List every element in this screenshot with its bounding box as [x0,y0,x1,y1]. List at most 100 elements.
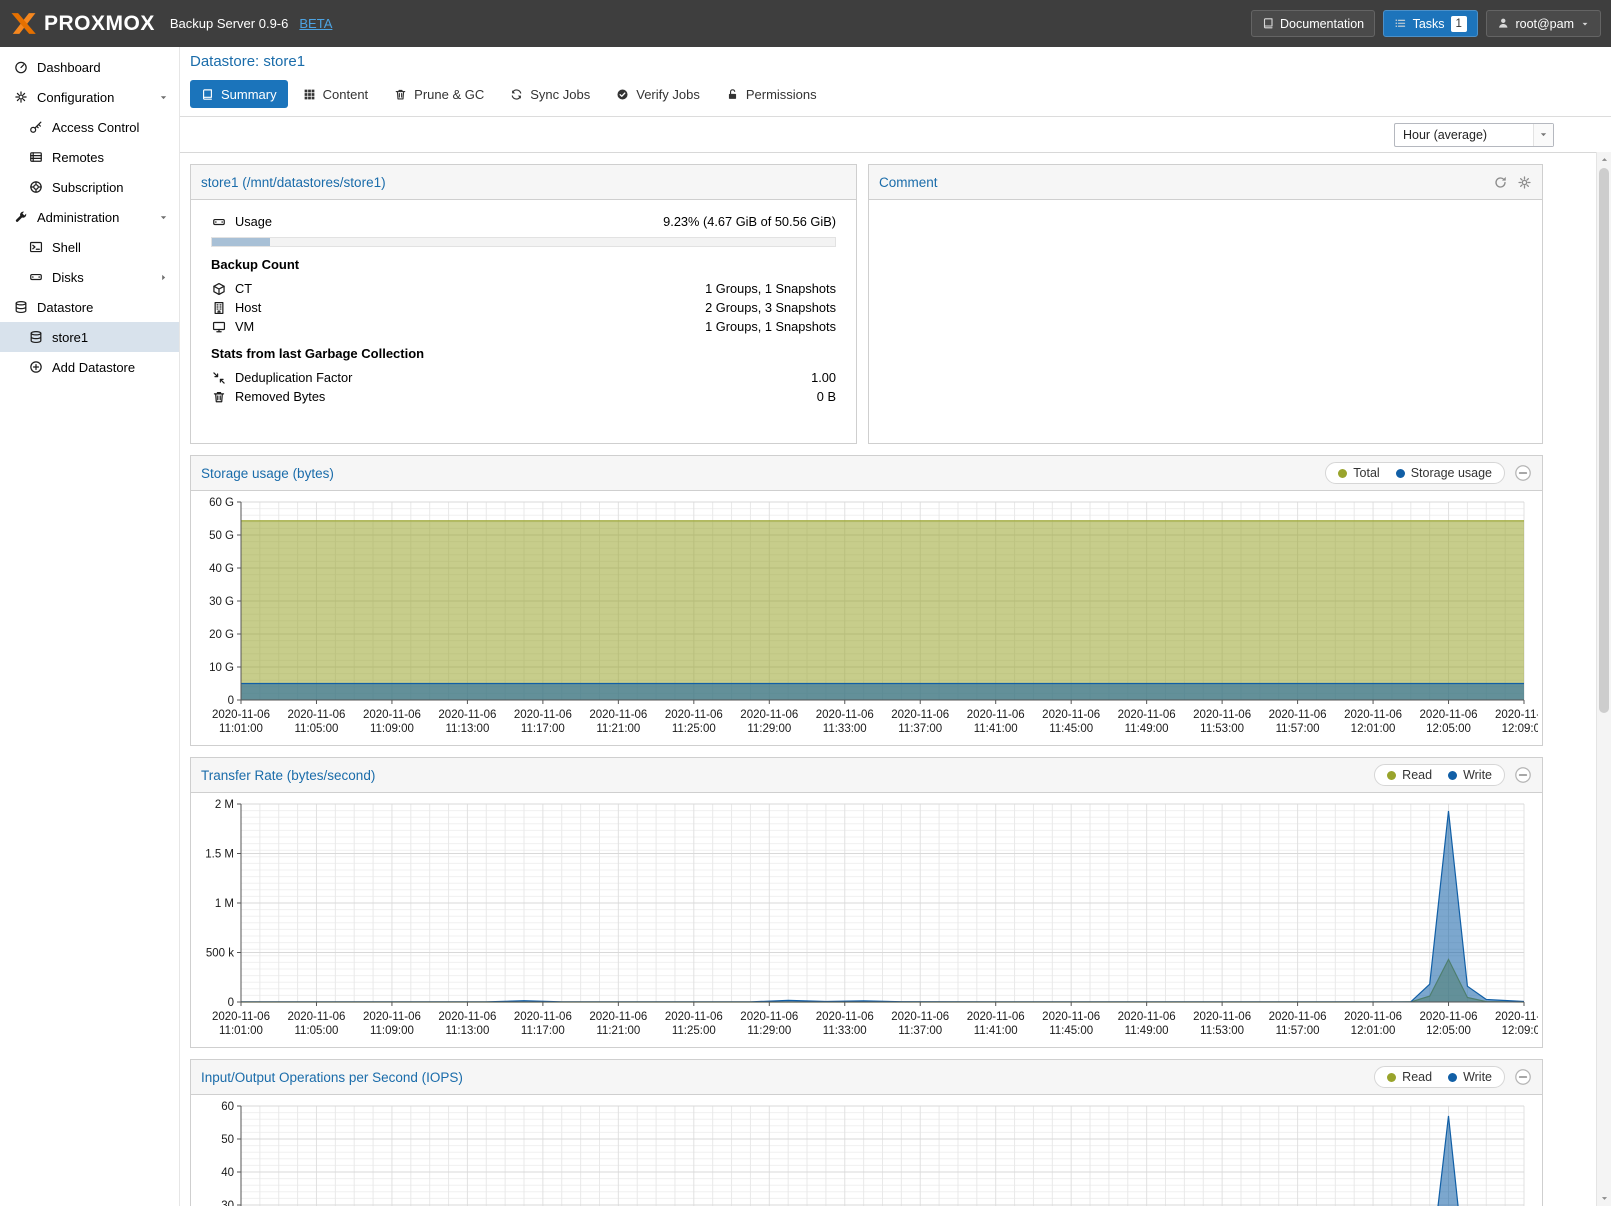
building-icon [211,301,227,315]
legend-label: Read [1402,768,1433,782]
chart-legend: Total Storage usage [1325,462,1505,484]
legend-label: Storage usage [1410,466,1492,480]
sidebar-item-administration[interactable]: Administration [0,202,179,232]
check-circle-icon [616,88,629,101]
legend-item-read[interactable]: Read [1387,1070,1432,1084]
svg-text:2020-11-06: 2020-11-06 [1118,1011,1176,1023]
iops-panel: Input/Output Operations per Second (IOPS… [190,1059,1543,1206]
tab-verify-jobs[interactable]: Verify Jobs [605,80,711,108]
legend-item-total[interactable]: Total [1338,466,1380,480]
usage-progress-bar [211,237,836,247]
svg-text:11:33:00: 11:33:00 [823,1025,867,1037]
sidebar-item-access-control[interactable]: Access Control [0,112,179,142]
svg-text:11:01:00: 11:01:00 [219,1025,263,1037]
svg-text:1.5 M: 1.5 M [205,849,234,861]
svg-text:2020-11-06: 2020-11-06 [589,1011,647,1023]
removed-bytes-row: Removed Bytes 0 B [211,387,836,406]
sidebar-item-dashboard[interactable]: Dashboard [0,52,179,82]
svg-text:11:13:00: 11:13:00 [445,723,489,735]
sidebar-item-configuration[interactable]: Configuration [0,82,179,112]
svg-text:10 G: 10 G [209,662,234,674]
tab-sync-jobs[interactable]: Sync Jobs [499,80,601,108]
tab-summary[interactable]: Summary [190,80,288,108]
documentation-button[interactable]: Documentation [1250,10,1376,37]
vertical-scrollbar[interactable] [1596,152,1611,1206]
svg-text:11:25:00: 11:25:00 [672,1025,716,1037]
svg-text:11:41:00: 11:41:00 [974,1025,1018,1037]
tab-permissions[interactable]: Permissions [715,80,828,108]
storage-usage-chart: 0 10 G 20 G 30 G 40 G 50 G 60 G 2020-11-06 11:01… [191,491,1542,745]
list-icon [27,150,44,164]
sidebar-item-shell[interactable]: Shell [0,232,179,262]
svg-text:11:21:00: 11:21:00 [596,723,640,735]
time-range-select[interactable]: Hour (average) [1394,122,1554,147]
scrollbar-thumb[interactable] [1599,168,1609,713]
svg-text:11:25:00: 11:25:00 [672,723,716,735]
legend-item-read[interactable]: Read [1387,768,1432,782]
svg-text:2020-11-06: 2020-11-06 [287,1011,345,1023]
svg-text:500 k: 500 k [206,948,234,960]
scroll-down-icon[interactable] [1597,1191,1611,1206]
panel-header: Storage usage (bytes) Total Storage usag… [191,456,1542,491]
gc-stats-heading: Stats from last Garbage Collection [211,346,425,361]
legend-item-storage-usage[interactable]: Storage usage [1395,466,1492,480]
sidebar-item-label: Shell [52,239,81,255]
svg-text:2020-11-06: 2020-11-06 [816,709,874,721]
tab-label: Sync Jobs [530,86,591,102]
cube-icon [211,282,227,296]
panel-header: Comment [869,165,1542,200]
usage-value: 9.23% (4.67 GiB of 50.56 GiB) [663,214,836,229]
svg-text:2020-11-06: 2020-11-06 [438,709,496,721]
sidebar-item-add-datastore[interactable]: Add Datastore [0,352,179,382]
tasks-button[interactable]: Tasks 1 [1383,10,1478,37]
legend-item-write[interactable]: Write [1448,1070,1492,1084]
panel-header: Transfer Rate (bytes/second) Read Write [191,758,1542,793]
legend-item-write[interactable]: Write [1448,768,1492,782]
svg-text:11:57:00: 11:57:00 [1276,723,1320,735]
svg-text:2020-11-06: 2020-11-06 [212,709,270,721]
tasks-count-badge: 1 [1450,15,1467,32]
tab-content[interactable]: Content [292,80,380,108]
row-value: 1.00 [811,370,836,385]
row-value: 1 Groups, 1 Snapshots [705,319,836,334]
sidebar-item-subscription[interactable]: Subscription [0,172,179,202]
monitor-icon [211,320,227,334]
svg-text:2020-11-06: 2020-11-06 [514,709,572,721]
gear-icon[interactable] [1517,175,1532,190]
svg-text:11:17:00: 11:17:00 [521,1025,565,1037]
row-label: Removed Bytes [235,389,326,404]
svg-text:2020-11-06: 2020-11-06 [1269,1011,1327,1023]
collapse-icon[interactable] [1514,766,1532,784]
user-menu-button[interactable]: root@pam [1485,10,1601,37]
scroll-up-icon[interactable] [1597,152,1611,167]
sidebar-item-disks[interactable]: Disks [0,262,179,292]
datastore-summary-panel: store1 (/mnt/datastores/store1) Usage 9.… [190,164,857,444]
row-label: CT [235,281,253,296]
vm-row: VM 1 Groups, 1 Snapshots [211,317,836,336]
beta-link[interactable]: BETA [299,16,333,31]
svg-text:2020-11-06: 2020-11-06 [1495,709,1538,721]
version-text: Backup Server 0.9-6 [169,16,289,31]
svg-text:11:37:00: 11:37:00 [898,1025,942,1037]
svg-text:2020-11-06: 2020-11-06 [740,709,798,721]
sidebar-item-store1[interactable]: store1 [0,322,179,352]
dedup-factor-row: Deduplication Factor 1.00 [211,368,836,387]
documentation-label: Documentation [1280,16,1365,31]
svg-text:11:05:00: 11:05:00 [295,1025,339,1037]
svg-text:2020-11-06: 2020-11-06 [1420,1011,1478,1023]
collapse-icon[interactable] [1514,1068,1532,1086]
comment-body[interactable] [869,200,1542,224]
trash-icon [211,390,227,404]
tab-prune-gc[interactable]: Prune & GC [383,80,495,108]
plus-circle-icon [27,360,44,374]
tab-label: Summary [221,86,277,102]
database-icon [27,330,44,344]
sidebar-item-remotes[interactable]: Remotes [0,142,179,172]
row-value: 1 Groups, 1 Snapshots [705,281,836,296]
sidebar-item-datastore[interactable]: Datastore [0,292,179,322]
collapse-icon[interactable] [1514,464,1532,482]
svg-text:2020-11-06: 2020-11-06 [665,709,723,721]
legend-dot [1387,770,1397,780]
refresh-icon[interactable] [1493,175,1508,190]
svg-text:2020-11-06: 2020-11-06 [363,1011,421,1023]
